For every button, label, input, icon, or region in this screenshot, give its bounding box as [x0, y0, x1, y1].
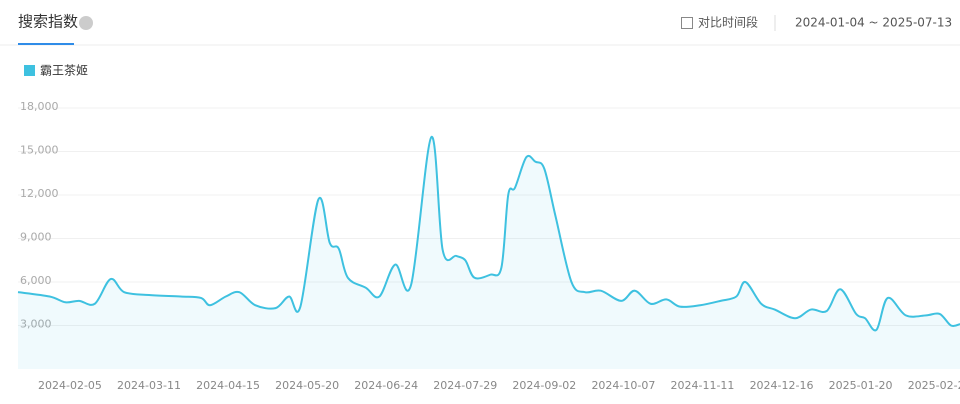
compare-checkbox[interactable]	[681, 17, 693, 29]
x-tick-label: 2024-06-24	[354, 379, 418, 392]
help-icon[interactable]	[79, 16, 93, 30]
x-tick-label: 2024-04-15	[196, 379, 260, 392]
area	[18, 136, 960, 369]
x-tick-label: 2024-09-02	[512, 379, 576, 392]
y-tick-label: 6,000	[20, 274, 52, 287]
y-tick-label: 18,000	[20, 100, 59, 113]
x-tick-label: 2024-05-20	[275, 379, 339, 392]
compare-label[interactable]: 对比时间段	[698, 15, 758, 30]
y-tick-label: 9,000	[20, 231, 52, 244]
line	[17, 135, 960, 332]
x-tick-label: 2024-07-29	[433, 379, 497, 392]
title: 搜索指数	[18, 13, 78, 31]
x-tick-label: 2024-11-11	[671, 379, 735, 392]
legend-label[interactable]: 霸王茶姬	[40, 63, 88, 78]
x-tick-label: 2024-02-05	[38, 379, 102, 392]
y-tick-label: 12,000	[20, 187, 59, 200]
x-tick-label: 2025-02-24	[908, 379, 960, 392]
legend-swatch	[24, 65, 35, 76]
x-tick-label: 2024-03-11	[117, 379, 181, 392]
x-tick-label: 2024-12-16	[750, 379, 814, 392]
y-tick-label: 15,000	[20, 144, 59, 157]
y-tick-label: 3,000	[20, 318, 52, 331]
date-range[interactable]: 2024-01-04 ~ 2025-07-13	[795, 16, 952, 30]
x-tick-label: 2025-01-20	[829, 379, 893, 392]
x-tick-label: 2024-10-07	[591, 379, 655, 392]
